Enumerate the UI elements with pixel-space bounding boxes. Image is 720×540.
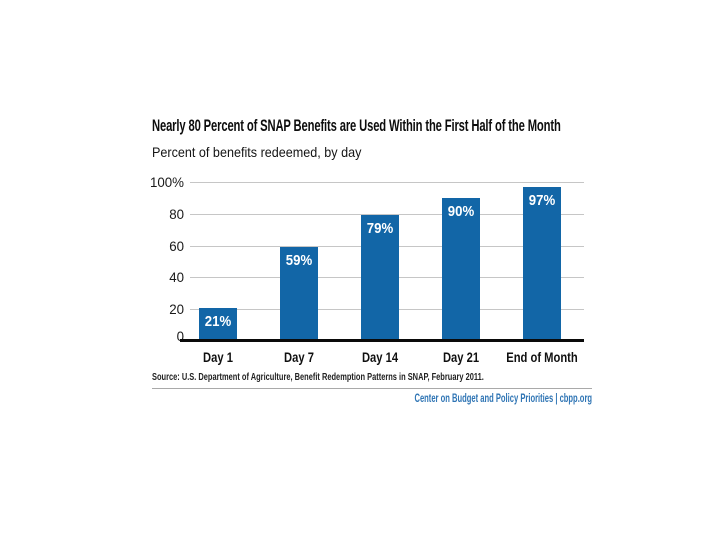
bar-day-1 <box>199 307 237 342</box>
bar-day-7 <box>280 247 318 342</box>
footer-divider <box>152 388 592 389</box>
x-tick-label: End of Month <box>506 349 578 365</box>
bar-value-label: 79% <box>366 220 394 238</box>
y-tick-label: 60 <box>169 237 184 254</box>
y-tick-label: 40 <box>169 269 184 286</box>
bar-day-21 <box>442 197 480 342</box>
bar-end-of-month <box>523 186 561 342</box>
bar-value-label: 21% <box>204 312 232 330</box>
x-axis-line <box>180 339 584 342</box>
chart-title: Nearly 80 Percent of SNAP Benefits are U… <box>152 117 561 135</box>
chart-subtitle: Percent of benefits redeemed, by day <box>152 144 362 160</box>
x-tick-label: Day 7 <box>284 349 314 365</box>
y-tick-label: 0 <box>176 328 184 344</box>
footer-branding: Center on Budget and Policy Priorities |… <box>414 393 592 405</box>
x-tick-label: Day 14 <box>361 349 399 365</box>
x-tick-label: Day 1 <box>203 349 233 365</box>
bar-day-14 <box>361 215 399 342</box>
x-tick-label: Day 21 <box>442 349 480 365</box>
bar-value-label: 59% <box>285 252 313 270</box>
y-tick-label: 20 <box>169 301 184 318</box>
y-tick-label: 80 <box>169 205 184 222</box>
bar-value-label: 90% <box>447 202 475 220</box>
y-tick-label: 100% <box>149 174 184 190</box>
bar-value-label: 97% <box>528 191 556 209</box>
gridline <box>190 213 584 215</box>
source-note: Source: U.S. Department of Agriculture, … <box>152 371 484 383</box>
gridline <box>190 182 584 183</box>
